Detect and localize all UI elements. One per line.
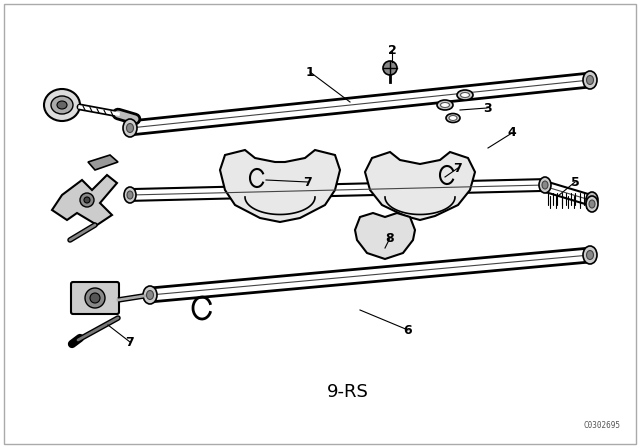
- Ellipse shape: [586, 250, 593, 259]
- Ellipse shape: [583, 246, 597, 264]
- Ellipse shape: [539, 177, 551, 193]
- Ellipse shape: [143, 286, 157, 304]
- FancyBboxPatch shape: [71, 282, 119, 314]
- Ellipse shape: [583, 71, 597, 89]
- Ellipse shape: [461, 92, 470, 98]
- Ellipse shape: [51, 96, 73, 114]
- Ellipse shape: [586, 192, 598, 208]
- Text: 9-RS: 9-RS: [327, 383, 369, 401]
- Text: 7: 7: [303, 176, 312, 189]
- Ellipse shape: [147, 290, 154, 300]
- Text: 2: 2: [388, 43, 396, 56]
- Ellipse shape: [542, 181, 548, 189]
- Polygon shape: [52, 175, 117, 225]
- Ellipse shape: [123, 119, 137, 137]
- Ellipse shape: [589, 200, 595, 208]
- Ellipse shape: [127, 191, 133, 199]
- Circle shape: [383, 61, 397, 75]
- Text: 4: 4: [508, 126, 516, 139]
- Text: 5: 5: [571, 176, 579, 189]
- Text: C0302695: C0302695: [583, 421, 620, 430]
- Polygon shape: [220, 150, 340, 222]
- Ellipse shape: [57, 101, 67, 109]
- Ellipse shape: [586, 76, 593, 85]
- Circle shape: [84, 197, 90, 203]
- Ellipse shape: [457, 90, 473, 100]
- Polygon shape: [365, 152, 475, 220]
- Ellipse shape: [124, 187, 136, 203]
- Ellipse shape: [449, 116, 457, 121]
- Ellipse shape: [440, 103, 449, 108]
- Circle shape: [90, 293, 100, 303]
- Circle shape: [80, 193, 94, 207]
- Text: 8: 8: [386, 232, 394, 245]
- Text: 7: 7: [125, 336, 134, 349]
- Text: 7: 7: [454, 161, 462, 175]
- Ellipse shape: [127, 124, 134, 133]
- Circle shape: [85, 288, 105, 308]
- Ellipse shape: [586, 196, 598, 212]
- Ellipse shape: [437, 100, 453, 110]
- Polygon shape: [355, 213, 415, 259]
- Polygon shape: [88, 155, 118, 170]
- Text: 3: 3: [483, 102, 492, 115]
- Ellipse shape: [44, 89, 80, 121]
- Ellipse shape: [446, 113, 460, 122]
- Text: 6: 6: [404, 323, 412, 336]
- Text: 1: 1: [306, 65, 314, 78]
